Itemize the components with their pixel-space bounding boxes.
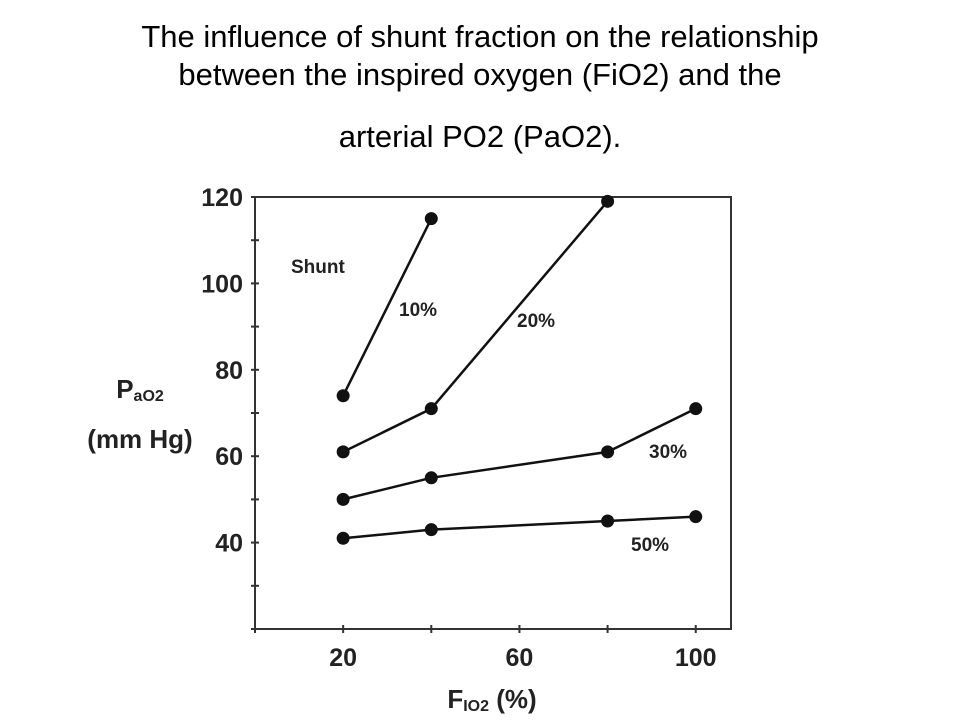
y-tick-label: 40: [215, 530, 243, 558]
series-line-30pct: [342, 407, 697, 501]
y-axis-label: PaO2: [116, 374, 164, 405]
data-point-20pct: [601, 194, 615, 208]
data-point-10pct: [336, 389, 350, 403]
series-line-10pct: [342, 218, 433, 397]
series-label-20pct: 20%: [517, 311, 555, 332]
chart-title-line-3: arterial PO2 (PaO2).: [338, 119, 622, 154]
series-label-50pct: 50%: [631, 535, 669, 556]
data-point-50pct: [336, 531, 350, 545]
x-tick-label: 100: [675, 644, 717, 672]
data-point-30pct: [601, 445, 615, 459]
x-tick-label: 60: [506, 644, 534, 672]
data-point-30pct: [336, 492, 350, 506]
y-tick-label: 100: [201, 270, 243, 298]
data-point-50pct: [601, 514, 615, 528]
chart-title-line-2: between the inspired oxygen (FiO2) and t…: [178, 57, 782, 92]
series-label-30pct: 30%: [649, 442, 687, 463]
y-tick-label: 120: [201, 184, 243, 212]
data-point-50pct: [424, 523, 438, 537]
y-tick-label: 80: [215, 357, 243, 385]
x-tick-label: 20: [329, 644, 357, 672]
data-point-20pct: [424, 402, 438, 416]
data-point-50pct: [689, 510, 703, 524]
series-label-10pct: 10%: [399, 300, 437, 321]
series-line-50pct: [343, 515, 696, 540]
y-tick-label: 60: [215, 443, 243, 471]
data-point-30pct: [424, 471, 438, 485]
series-line-20pct: [342, 200, 609, 454]
chart-title-line-1: The influence of shunt fraction on the r…: [141, 19, 819, 54]
data-point-10pct: [424, 212, 438, 226]
x-axis-label: FIO2 (%): [447, 684, 536, 715]
data-point-30pct: [689, 402, 703, 416]
data-point-20pct: [336, 445, 350, 459]
legend-title-shunt: Shunt: [291, 257, 345, 278]
y-axis-unit: (mm Hg): [87, 424, 192, 454]
